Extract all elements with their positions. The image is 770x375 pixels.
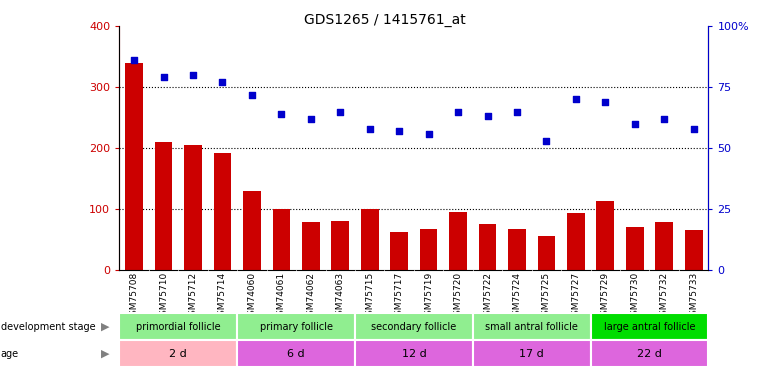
Bar [479, 224, 497, 270]
Bar [184, 145, 202, 270]
Point [658, 116, 671, 122]
Text: GSM74063: GSM74063 [336, 272, 345, 321]
Text: GSM75720: GSM75720 [454, 272, 463, 321]
Bar [685, 230, 702, 270]
Bar [390, 232, 408, 270]
Bar [119, 340, 237, 367]
Point [275, 111, 287, 117]
Point [541, 138, 553, 144]
Point [511, 109, 523, 115]
Text: 12 d: 12 d [401, 349, 427, 358]
Bar [655, 222, 673, 270]
Text: age: age [1, 349, 19, 358]
Text: GSM75714: GSM75714 [218, 272, 227, 321]
Point [187, 72, 199, 78]
Point [599, 99, 611, 105]
Text: GSM75724: GSM75724 [513, 272, 521, 321]
Point [157, 74, 169, 81]
Bar [591, 340, 708, 367]
Point [305, 116, 317, 122]
Bar [591, 313, 708, 340]
Text: ▶: ▶ [101, 349, 109, 358]
Bar [355, 340, 473, 367]
Bar [355, 313, 473, 340]
Bar [273, 209, 290, 270]
Bar [626, 227, 644, 270]
Text: 22 d: 22 d [637, 349, 662, 358]
Bar [473, 313, 591, 340]
Text: GSM75727: GSM75727 [571, 272, 581, 321]
Bar [155, 142, 172, 270]
Text: GSM75733: GSM75733 [689, 272, 698, 321]
Text: GSM75729: GSM75729 [601, 272, 610, 321]
Bar [213, 153, 231, 270]
Bar [302, 222, 320, 270]
Text: large antral follicle: large antral follicle [604, 322, 695, 332]
Point [216, 80, 229, 86]
Text: primary follicle: primary follicle [259, 322, 333, 332]
Text: GSM75717: GSM75717 [395, 272, 403, 321]
Text: secondary follicle: secondary follicle [371, 322, 457, 332]
Bar [537, 237, 555, 270]
Text: 6 d: 6 d [287, 349, 305, 358]
Point [363, 126, 376, 132]
Text: GSM74062: GSM74062 [306, 272, 315, 321]
Text: development stage: development stage [1, 322, 95, 332]
Bar [237, 340, 355, 367]
Bar [119, 313, 237, 340]
Point [334, 109, 346, 115]
Point [246, 92, 258, 98]
Point [128, 57, 140, 63]
Text: GSM75732: GSM75732 [660, 272, 668, 321]
Point [423, 130, 435, 136]
Bar [420, 229, 437, 270]
Text: GSM75722: GSM75722 [483, 272, 492, 321]
Text: GSM75708: GSM75708 [129, 272, 139, 321]
Text: GSM75725: GSM75725 [542, 272, 551, 321]
Bar [243, 191, 261, 270]
Text: ▶: ▶ [101, 322, 109, 332]
Point [393, 128, 405, 134]
Text: GSM75715: GSM75715 [365, 272, 374, 321]
Point [688, 126, 700, 132]
Text: small antral follicle: small antral follicle [485, 322, 578, 332]
Text: primordial follicle: primordial follicle [136, 322, 220, 332]
Bar [449, 211, 467, 270]
Text: GSM74061: GSM74061 [277, 272, 286, 321]
Bar [597, 201, 614, 270]
Point [452, 109, 464, 115]
Text: GSM75719: GSM75719 [424, 272, 433, 321]
Text: GSM75730: GSM75730 [631, 272, 639, 321]
Bar [361, 209, 379, 270]
Text: 2 d: 2 d [169, 349, 187, 358]
Point [570, 96, 582, 102]
Bar [473, 340, 591, 367]
Bar [508, 228, 526, 270]
Text: 17 d: 17 d [519, 349, 544, 358]
Point [628, 121, 641, 127]
Text: GSM75712: GSM75712 [189, 272, 197, 321]
Text: GDS1265 / 1415761_at: GDS1265 / 1415761_at [304, 13, 466, 27]
Text: GSM75710: GSM75710 [159, 272, 168, 321]
Bar [126, 63, 143, 270]
Text: GSM74060: GSM74060 [247, 272, 256, 321]
Bar [237, 313, 355, 340]
Bar [331, 221, 349, 270]
Bar [567, 213, 584, 270]
Point [481, 113, 494, 119]
